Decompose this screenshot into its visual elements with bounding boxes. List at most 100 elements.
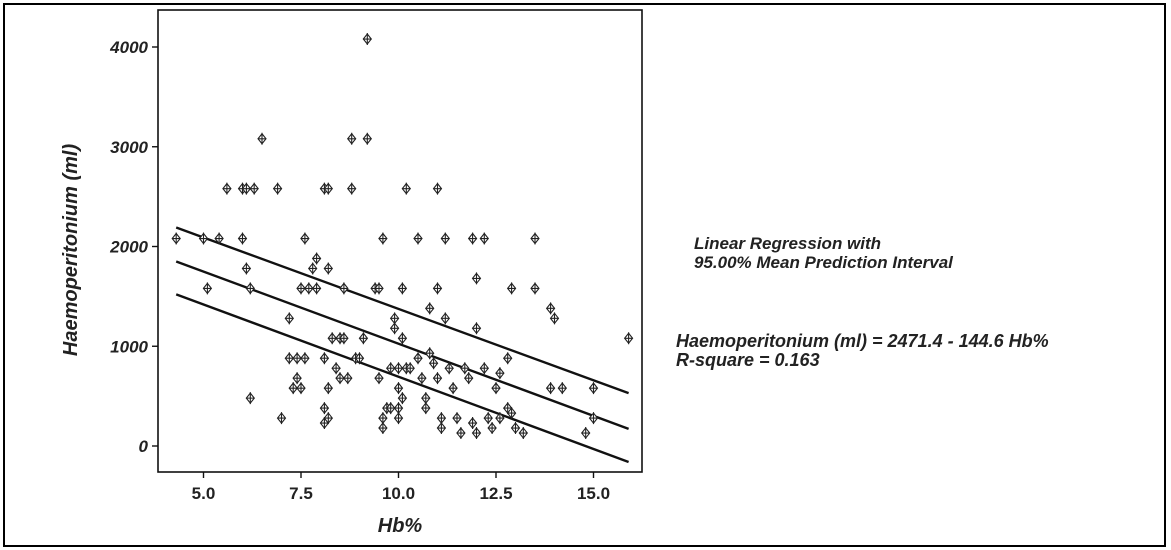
data-point [557,382,568,395]
data-point [311,282,322,295]
data-point [440,312,451,325]
data-point [389,312,400,325]
data-point [288,382,298,395]
data-point [471,272,482,285]
data-point [300,352,310,365]
data-point [300,232,310,245]
data-point [323,382,334,395]
data-point [307,262,318,275]
data-point [549,312,560,325]
data-point [491,382,501,395]
data-point [479,362,490,375]
data-point [385,362,396,375]
data-point [374,372,384,385]
data-point [530,282,540,295]
data-point [623,332,634,345]
data-point [323,182,334,195]
data-point [432,372,443,385]
x-tick-label: 12.5 [479,484,512,503]
y-tick-label: 2000 [109,238,148,257]
data-point [588,412,599,425]
data-point [413,232,423,245]
x-axis-label: Hb% [378,515,423,537]
y-tick-label: 4000 [109,38,148,57]
data-point [401,182,412,195]
data-point [452,412,462,425]
data-point [413,352,423,365]
data-point [374,282,384,295]
data-point [460,362,470,375]
data-point [362,132,373,145]
r-square-label: R-square = 0.163 [676,350,820,370]
data-point [241,262,252,275]
data-point [241,182,252,195]
data-point [257,132,267,145]
data-point [393,362,404,375]
data-point [311,252,322,265]
data-point [385,402,396,415]
figure-frame [3,3,1166,547]
data-point [444,362,454,375]
plot-area-border [157,9,643,473]
data-point [502,352,513,365]
data-point [393,382,404,395]
data-point [292,352,302,365]
y-axis-label: Haemoperitonium (ml) [60,144,82,357]
data-point [319,402,330,415]
data-point [245,392,256,405]
data-point [421,402,431,415]
data-point [545,382,556,395]
data-point [436,422,447,435]
data-point [323,262,334,275]
legend-title-line1: Linear Regression with [694,234,882,253]
x-tick-label: 7.5 [289,484,313,503]
data-point [214,232,224,245]
data-point [323,412,334,425]
data-point [292,372,302,385]
data-point [487,422,497,435]
data-point [245,282,256,295]
data-point [417,372,427,385]
data-point [495,367,505,380]
data-point [405,362,415,375]
data-point [432,282,443,295]
data-point [339,332,349,345]
data-point [510,422,521,435]
data-point [249,182,259,195]
data-point [424,302,435,315]
data-point [530,232,540,245]
data-point [354,352,365,365]
upper-interval-line [175,226,630,395]
data-point [545,302,556,315]
data-point [296,382,306,395]
data-point [506,282,517,295]
data-point [319,352,330,365]
y-tick-label: 3000 [110,138,148,157]
data-point [335,372,345,385]
data-point [339,282,349,295]
data-point [296,282,306,295]
data-point [343,372,353,385]
data-point [378,232,388,245]
data-point [397,332,408,345]
data-point [198,232,209,245]
data-point [222,182,232,195]
data-point [378,422,388,435]
data-point [171,232,181,245]
data-point [471,427,482,440]
data-point [428,357,439,370]
data-point [471,322,482,335]
data-point [467,232,478,245]
x-tick-label: 5.0 [192,484,216,503]
y-tick-label: 0 [139,437,149,456]
x-tick-label: 10.0 [382,484,415,503]
data-point [483,412,493,425]
data-point [393,412,404,425]
lower-interval-line [175,293,630,464]
data-point [272,182,283,195]
data-point [397,282,408,295]
data-point [362,33,373,46]
data-point [304,282,314,295]
data-point [506,407,517,420]
